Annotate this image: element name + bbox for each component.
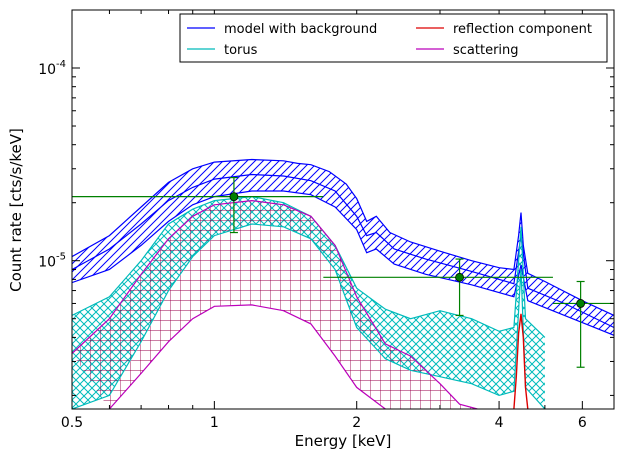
x-axis-label: Energy [keV] <box>295 432 392 450</box>
data-point-3 <box>552 280 614 368</box>
plot-frame <box>71 9 615 410</box>
legend-label: model with background <box>224 22 377 37</box>
y-axis-label: Count rate [cts/s/keV] <box>7 128 25 292</box>
legend-label: reflection component <box>453 22 592 37</box>
bands-layer <box>72 159 614 409</box>
data-points-layer <box>72 176 614 368</box>
legend-entry-model-with-background: model with background <box>187 22 377 37</box>
torus-upper-line <box>72 195 546 338</box>
reflection-component-line <box>513 313 529 409</box>
data-point-marker <box>229 192 239 202</box>
x-tick-label: 6 <box>578 415 587 431</box>
y-tick-label: 10-5 <box>38 252 66 271</box>
legend: model with background reflection componen… <box>179 13 608 63</box>
ticks-layer: 0.5 1 2 4 6 10-5 10-4 <box>38 9 615 431</box>
scattering-lower-line <box>108 304 386 409</box>
legend-entry-torus: torus <box>187 43 258 58</box>
legend-label: torus <box>224 43 258 58</box>
x-tick-label: 0.5 <box>61 415 83 431</box>
legend-box <box>179 13 608 63</box>
model-with-background-band <box>72 159 614 336</box>
y-tick-label: 10-4 <box>38 59 66 78</box>
data-point-1 <box>72 176 324 234</box>
legend-entry-scattering: scattering <box>416 43 519 58</box>
scattering-upper-line <box>72 199 478 409</box>
data-point-marker <box>455 272 464 282</box>
data-point-2 <box>323 258 553 317</box>
legend-entry-reflection-component: reflection component <box>416 22 592 37</box>
torus-lower-line <box>72 223 546 409</box>
model-with-background-upper-line <box>72 158 614 316</box>
x-tick-label: 4 <box>495 415 504 431</box>
legend-label: scattering <box>453 43 519 58</box>
scattering-band <box>72 200 478 409</box>
x-tick-label: 1 <box>210 415 219 431</box>
x-tick-label: 2 <box>352 415 361 431</box>
model-with-background-lower-line <box>72 190 614 336</box>
lines-layer <box>72 158 614 409</box>
data-point-marker <box>576 299 586 308</box>
